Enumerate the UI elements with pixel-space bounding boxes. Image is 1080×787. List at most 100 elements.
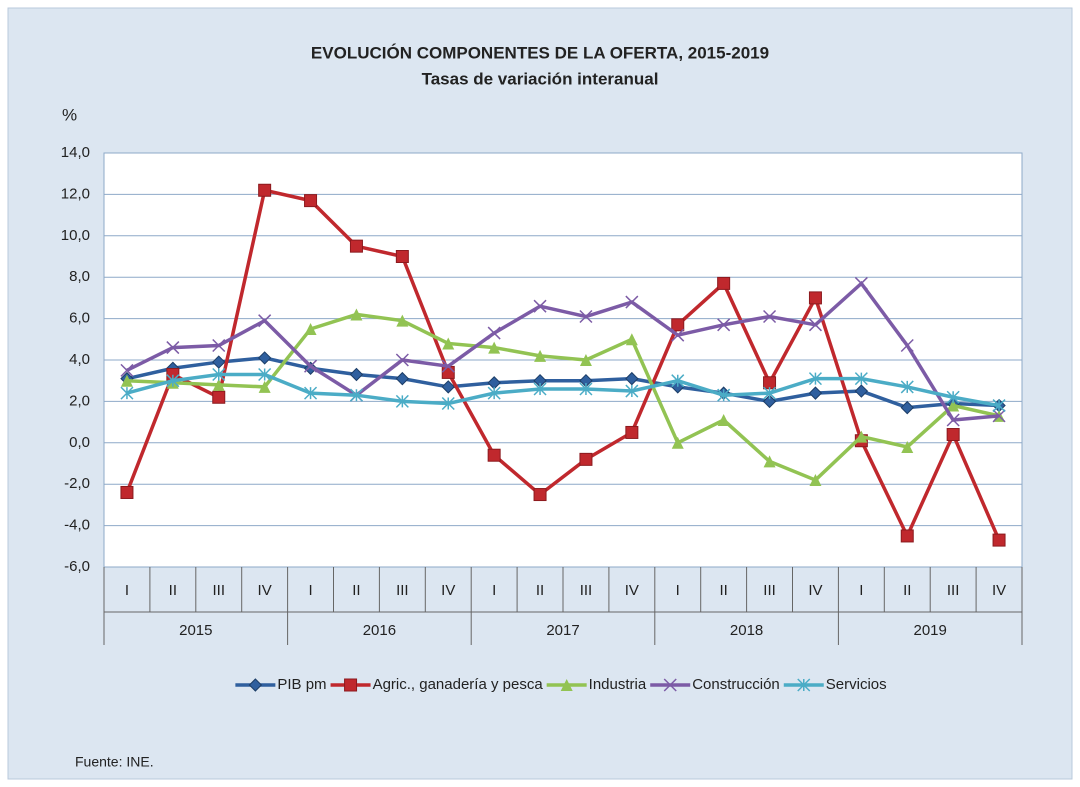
data-point xyxy=(946,413,960,427)
x-tick-label: III xyxy=(763,582,776,599)
legend-marker xyxy=(663,678,677,692)
data-point xyxy=(946,390,960,404)
data-point xyxy=(349,367,364,382)
legend-marker xyxy=(344,678,358,692)
data-point xyxy=(763,309,777,324)
legend-label: Industria xyxy=(589,676,647,693)
x-tick-label: III xyxy=(947,582,960,599)
data-point xyxy=(120,485,134,499)
data-point xyxy=(533,488,547,502)
x-tick-label: II xyxy=(903,582,911,599)
data-point xyxy=(809,474,822,487)
data-point xyxy=(120,374,133,387)
series-line xyxy=(126,356,1000,410)
data-point xyxy=(212,378,225,391)
data-point xyxy=(579,382,593,396)
x-tick-label: IV xyxy=(808,582,822,599)
data-point xyxy=(120,363,134,377)
group-label: 2015 xyxy=(179,622,212,639)
legend-label: PIB pm xyxy=(277,676,326,693)
data-point xyxy=(441,365,455,379)
data-point xyxy=(304,386,318,400)
x-tick-label: IV xyxy=(441,582,455,599)
source-note: Fuente: INE. xyxy=(75,754,154,770)
data-point xyxy=(900,529,914,543)
data-point xyxy=(533,382,547,396)
legend: PIB pm Agric., ganadería y pesca Industria… xyxy=(235,676,887,693)
data-point xyxy=(808,291,822,305)
data-point xyxy=(763,455,776,468)
series-line xyxy=(125,188,1001,541)
data-point xyxy=(120,386,134,400)
x-tick-label: II xyxy=(536,582,544,599)
data-point xyxy=(625,333,638,346)
group-label: 2018 xyxy=(730,622,763,639)
group-label: 2019 xyxy=(914,622,947,639)
y-tick-label: 6,0 xyxy=(69,310,90,327)
y-tick-label: 14,0 xyxy=(61,144,90,161)
data-point xyxy=(304,322,317,335)
data-point xyxy=(946,428,960,442)
x-tick-label: II xyxy=(169,582,177,599)
data-point xyxy=(533,299,547,313)
data-point xyxy=(992,399,1006,413)
data-point xyxy=(854,276,868,290)
data-point xyxy=(487,386,501,400)
data-point xyxy=(579,309,593,324)
data-point xyxy=(808,318,822,332)
x-tick-label: I xyxy=(308,582,312,599)
data-point xyxy=(763,386,777,400)
data-point xyxy=(717,318,731,332)
x-tick-label: I xyxy=(125,582,129,599)
data-point xyxy=(579,452,593,466)
y-tick-label: -2,0 xyxy=(64,475,90,492)
y-tick-label: 10,0 xyxy=(61,227,90,244)
legend-marker xyxy=(560,679,573,691)
data-point xyxy=(212,338,226,353)
data-point xyxy=(579,354,592,366)
x-tick-label: IV xyxy=(258,582,272,599)
data-point xyxy=(717,414,730,427)
data-point xyxy=(304,359,318,373)
legend-label: Servicios xyxy=(826,676,887,693)
data-point xyxy=(534,349,547,362)
y-tick-label: 2,0 xyxy=(69,392,90,409)
data-point xyxy=(395,394,409,408)
data-point xyxy=(487,448,501,462)
data-point xyxy=(349,239,363,253)
y-axis-label: % xyxy=(62,105,77,124)
data-point xyxy=(212,390,226,404)
data-point xyxy=(625,295,639,309)
x-tick-label: III xyxy=(580,582,593,599)
series-line xyxy=(126,280,1000,422)
y-tick-label: 12,0 xyxy=(61,185,90,202)
data-point xyxy=(671,328,685,342)
data-point xyxy=(901,440,914,453)
group-label: 2016 xyxy=(363,622,396,639)
data-point xyxy=(671,374,685,388)
y-tick-label: -6,0 xyxy=(64,558,90,575)
data-point xyxy=(947,399,960,412)
data-point xyxy=(671,318,685,332)
x-tick-label: I xyxy=(492,582,496,599)
data-point xyxy=(258,380,271,393)
y-tick-label: -4,0 xyxy=(64,517,90,534)
x-tick-label: II xyxy=(352,582,360,599)
data-point xyxy=(717,388,731,402)
data-point xyxy=(395,353,409,367)
data-point xyxy=(442,337,455,350)
x-tick-label: II xyxy=(719,582,727,599)
data-point xyxy=(625,384,639,398)
x-tick-label: IV xyxy=(625,582,639,599)
data-point xyxy=(258,314,272,328)
data-point xyxy=(441,396,455,411)
x-tick-label: III xyxy=(396,582,409,599)
x-tick-label: I xyxy=(676,582,680,599)
data-point xyxy=(855,430,868,443)
legend-marker xyxy=(797,678,811,692)
data-point xyxy=(258,367,272,382)
data-point xyxy=(900,380,914,394)
data-point xyxy=(900,338,914,353)
data-point xyxy=(992,533,1006,547)
data-point xyxy=(900,400,914,415)
